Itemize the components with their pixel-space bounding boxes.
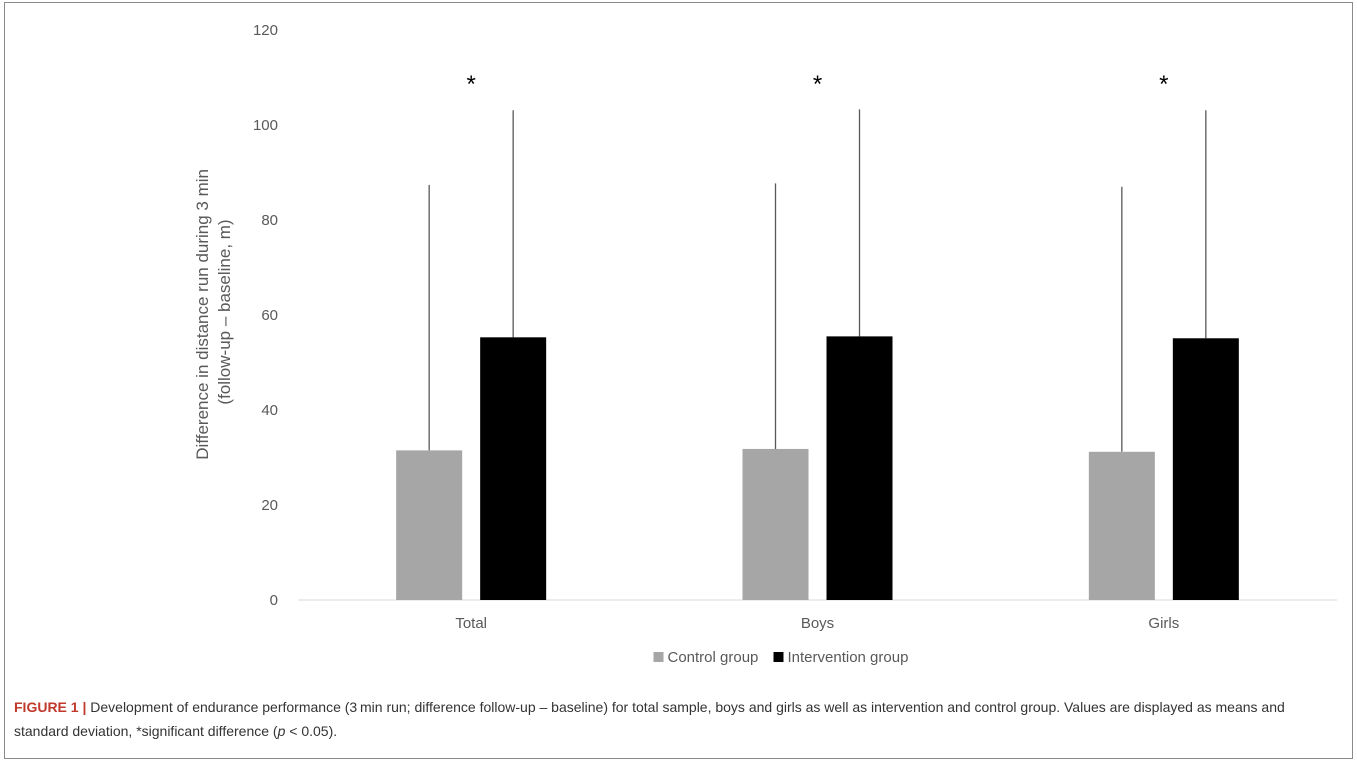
- figure-caption: FIGURE 1 | Development of endurance perf…: [14, 695, 1334, 743]
- caption-text-end: < 0.05).: [285, 723, 338, 739]
- legend-swatch-control-group: [653, 652, 664, 662]
- bar-intervention-group-boys: [826, 336, 893, 600]
- y-axis-ticks: 0 20 40 60 80 100 120: [253, 22, 278, 609]
- figure-label: FIGURE 1 |: [14, 699, 87, 715]
- legend-swatch-intervention-group: [773, 652, 784, 662]
- caption-p-symbol: p: [277, 723, 286, 739]
- category-label-total: Total: [455, 615, 487, 632]
- bar-control-group-boys: [742, 448, 809, 600]
- y-tick-label: 120: [253, 22, 278, 39]
- y-tick-label: 20: [261, 497, 278, 514]
- bar-intervention-group-girls: [1172, 338, 1239, 600]
- bar-control-group-total: [396, 450, 463, 600]
- significance-star-total: *: [466, 71, 475, 98]
- error-bars: [428, 109, 1207, 452]
- significance-star-girls: *: [1159, 71, 1168, 98]
- y-tick-label: 60: [261, 307, 278, 324]
- legend-label-control-group: Control group: [668, 649, 759, 666]
- bar-chart: 0 20 40 60 80 100 120 * * * Total Boys Girls Diffe…: [193, 22, 1337, 666]
- y-tick-label: 100: [253, 117, 278, 134]
- significance-star-boys: *: [813, 71, 822, 98]
- legend: Control group Intervention group: [653, 649, 909, 666]
- y-tick-label: 0: [270, 592, 278, 609]
- category-labels: Total Boys Girls: [455, 615, 1179, 632]
- y-axis-title-line-1: Difference in distance run during 3 min: [193, 169, 212, 460]
- legend-label-intervention-group: Intervention group: [788, 649, 909, 666]
- bar-intervention-group-total: [480, 337, 547, 600]
- y-axis-title-line-2: (follow-up – baseline, m): [215, 219, 234, 404]
- y-tick-label: 80: [261, 212, 278, 229]
- significance-markers: * * *: [466, 71, 1168, 98]
- y-tick-label: 40: [261, 402, 278, 419]
- bars: [396, 336, 1239, 600]
- category-label-boys: Boys: [801, 615, 834, 632]
- figure-frame: [4, 2, 1353, 759]
- y-axis-title: Difference in distance run during 3 min …: [193, 164, 234, 459]
- caption-text: Development of endurance performance (3 …: [14, 699, 1285, 739]
- category-label-girls: Girls: [1148, 615, 1179, 632]
- bar-control-group-girls: [1088, 451, 1155, 600]
